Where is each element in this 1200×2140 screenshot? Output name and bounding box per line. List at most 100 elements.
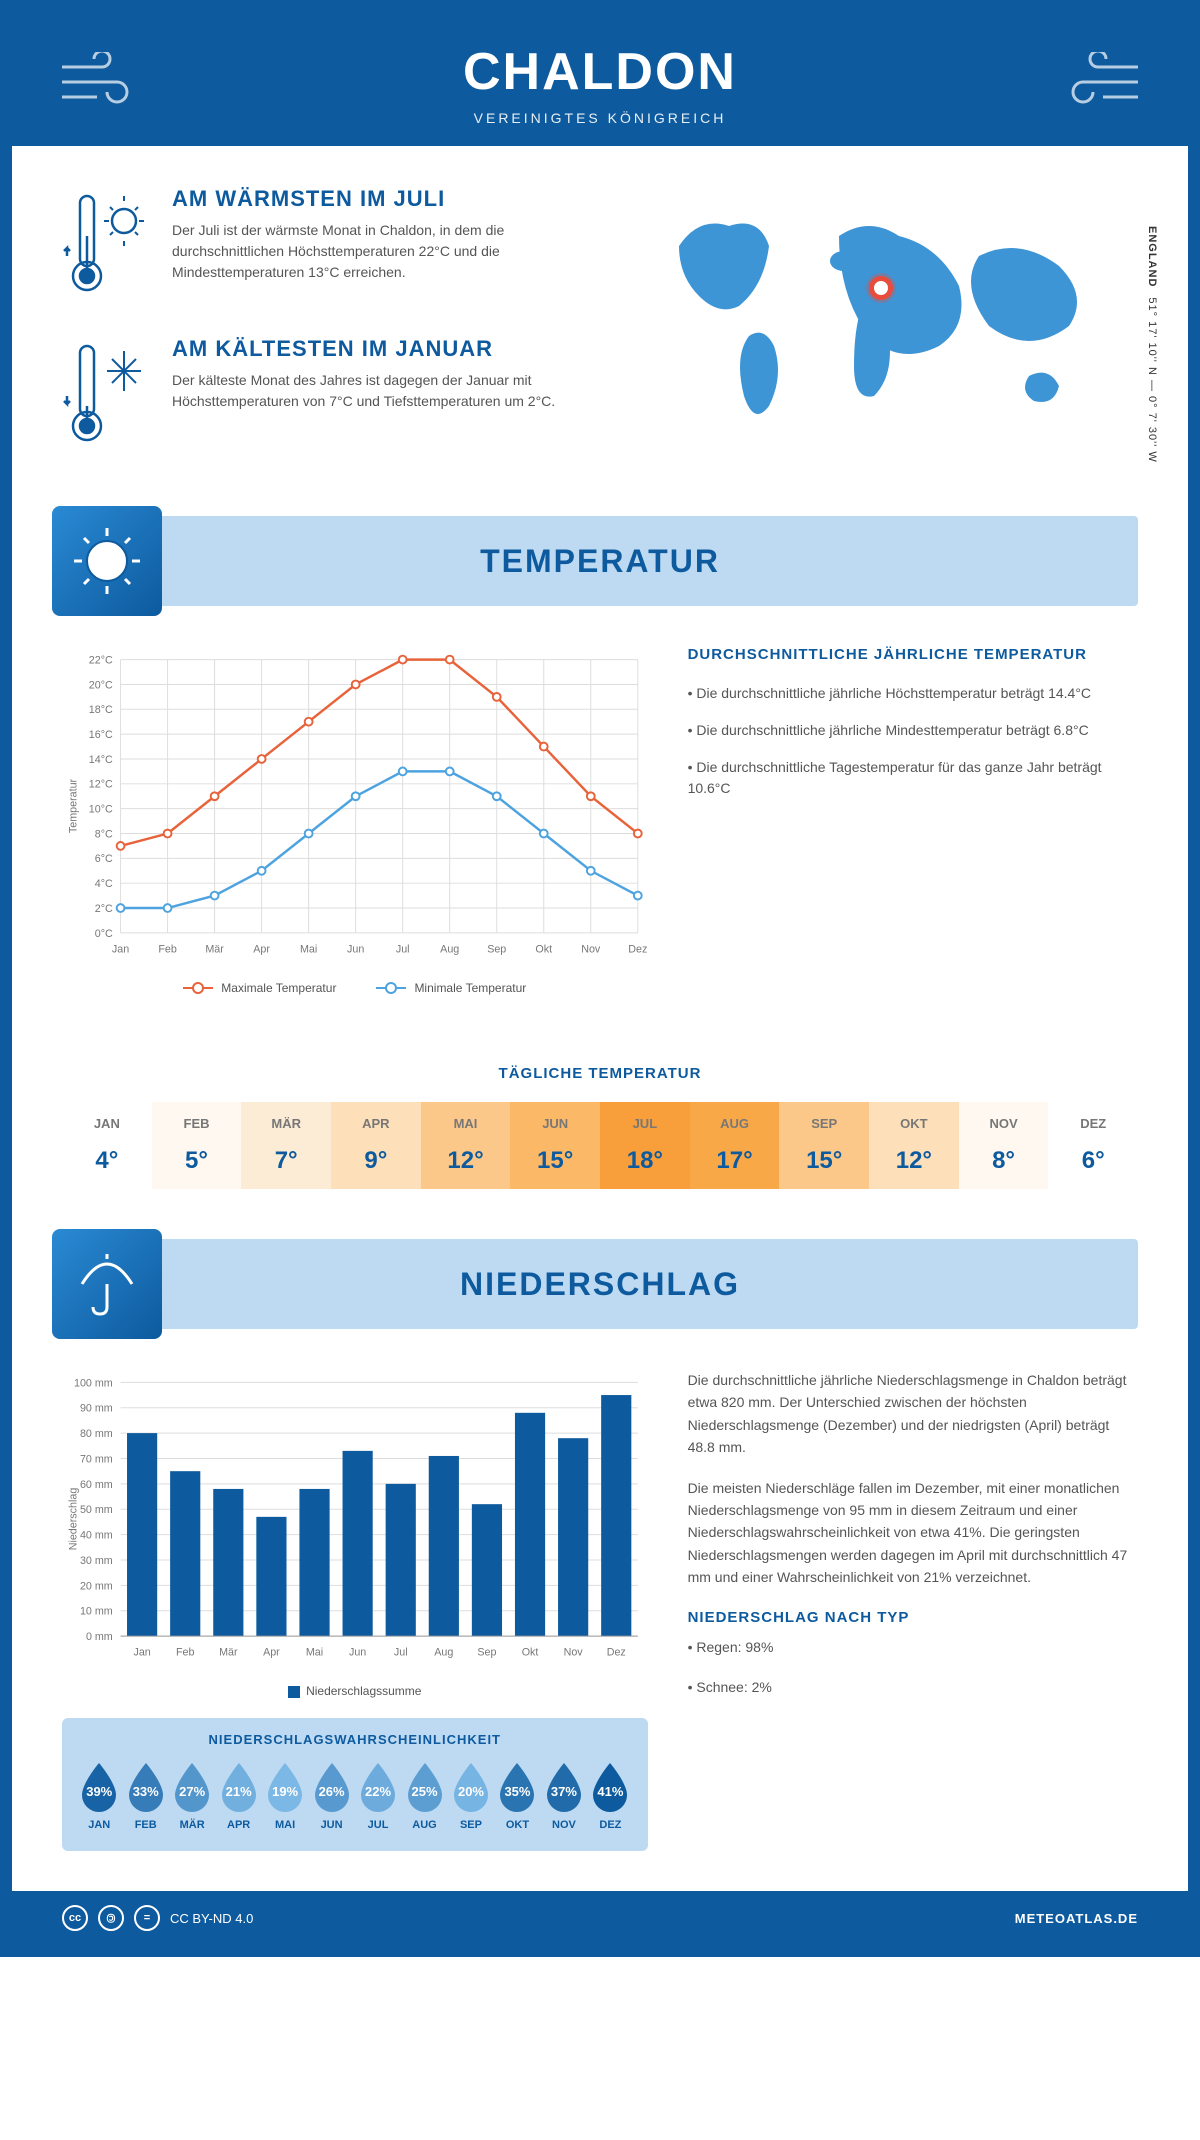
svg-text:Jul: Jul	[394, 1647, 408, 1659]
coldest-title: AM KÄLTESTEN IM JANUAR	[172, 336, 580, 362]
drop-item: 37%NOV	[543, 1761, 585, 1831]
svg-text:Sep: Sep	[487, 943, 506, 955]
precipitation-info: Die durchschnittliche jährliche Niedersc…	[688, 1369, 1138, 1851]
temp-cell: OKT12°	[869, 1102, 959, 1189]
temp-cell: MAI12°	[421, 1102, 511, 1189]
wind-icon	[1048, 52, 1148, 112]
svg-text:Apr: Apr	[263, 1647, 280, 1659]
info-bullet: • Die durchschnittliche Tagestemperatur …	[688, 757, 1138, 799]
temp-cell: NOV8°	[959, 1102, 1049, 1189]
drop-item: 41%DEZ	[589, 1761, 631, 1831]
temp-cell: JAN4°	[62, 1102, 152, 1189]
drop-item: 19%MAI	[264, 1761, 306, 1831]
svg-text:Nov: Nov	[564, 1647, 584, 1659]
info-bullet: • Schnee: 2%	[688, 1676, 1138, 1698]
svg-text:70 mm: 70 mm	[80, 1453, 113, 1465]
daily-temperature: TÄGLICHE TEMPERATUR JAN4°FEB5°MÄR7°APR9°…	[62, 1065, 1138, 1189]
svg-text:22°C: 22°C	[89, 655, 113, 667]
svg-text:90 mm: 90 mm	[80, 1403, 113, 1415]
svg-text:2°C: 2°C	[95, 903, 113, 915]
svg-text:60 mm: 60 mm	[80, 1479, 113, 1491]
temp-cell: FEB5°	[152, 1102, 242, 1189]
svg-text:0 mm: 0 mm	[86, 1631, 113, 1643]
svg-text:30 mm: 30 mm	[80, 1555, 113, 1567]
svg-text:Dez: Dez	[607, 1647, 626, 1659]
precipitation-section: 0 mm10 mm20 mm30 mm40 mm50 mm60 mm70 mm8…	[12, 1329, 1188, 1891]
header: CHALDON VEREINIGTES KÖNIGREICH	[12, 12, 1188, 146]
svg-text:10°C: 10°C	[89, 804, 113, 816]
svg-text:Aug: Aug	[434, 1647, 453, 1659]
svg-text:10 mm: 10 mm	[80, 1606, 113, 1618]
precipitation-header: NIEDERSCHLAG	[62, 1239, 1138, 1329]
svg-text:Mär: Mär	[205, 943, 224, 955]
svg-text:0°C: 0°C	[95, 928, 113, 940]
location-marker	[869, 276, 893, 300]
temp-cell: AUG17°	[690, 1102, 780, 1189]
info-bullet: • Die durchschnittliche jährliche Höchst…	[688, 683, 1138, 704]
svg-text:Jun: Jun	[349, 1647, 366, 1659]
umbrella-icon	[52, 1229, 162, 1339]
svg-text:Nov: Nov	[581, 943, 601, 955]
chart-legend: Maximale Temperatur Minimale Temperatur	[62, 981, 648, 995]
cc-icon: cc	[62, 1905, 88, 1931]
svg-text:Mai: Mai	[306, 1647, 323, 1659]
svg-text:Feb: Feb	[158, 943, 177, 955]
page-title: CHALDON	[12, 42, 1188, 102]
svg-text:Okt: Okt	[522, 1647, 539, 1659]
thermometer-sun-icon	[62, 186, 152, 306]
coldest-text: Der kälteste Monat des Jahres ist dagege…	[172, 370, 580, 412]
temp-cell: JUN15°	[510, 1102, 600, 1189]
svg-text:Mai: Mai	[300, 943, 317, 955]
svg-text:Jan: Jan	[133, 1647, 150, 1659]
temp-cell: APR9°	[331, 1102, 421, 1189]
site-name: METEOATLAS.DE	[1015, 1911, 1138, 1926]
coldest-block: AM KÄLTESTEN IM JANUAR Der kälteste Mona…	[62, 336, 580, 456]
drop-item: 20%SEP	[450, 1761, 492, 1831]
svg-text:4°C: 4°C	[95, 878, 113, 890]
svg-text:12°C: 12°C	[89, 779, 113, 791]
drop-item: 26%JUN	[310, 1761, 352, 1831]
drop-item: 33%FEB	[124, 1761, 166, 1831]
footer: cc 🄯 = CC BY-ND 4.0 METEOATLAS.DE	[12, 1891, 1188, 1945]
svg-text:18°C: 18°C	[89, 704, 113, 716]
temperature-info: DURCHSCHNITTLICHE JÄHRLICHE TEMPERATUR •…	[688, 646, 1138, 995]
warmest-block: AM WÄRMSTEN IM JULI Der Juli ist der wär…	[62, 186, 580, 306]
temperature-header: TEMPERATUR	[62, 516, 1138, 606]
warmest-title: AM WÄRMSTEN IM JULI	[172, 186, 580, 212]
svg-text:Sep: Sep	[477, 1647, 496, 1659]
svg-text:16°C: 16°C	[89, 729, 113, 741]
svg-text:Jun: Jun	[347, 943, 364, 955]
info-bullet: • Die durchschnittliche jährliche Mindes…	[688, 720, 1138, 741]
svg-text:8°C: 8°C	[95, 828, 113, 840]
svg-text:80 mm: 80 mm	[80, 1428, 113, 1440]
temp-cell: MÄR7°	[241, 1102, 331, 1189]
svg-text:Temperatur: Temperatur	[68, 778, 80, 833]
svg-text:20°C: 20°C	[89, 679, 113, 691]
intro-section: AM WÄRMSTEN IM JULI Der Juli ist der wär…	[12, 146, 1188, 516]
svg-text:Feb: Feb	[176, 1647, 195, 1659]
temp-cell: SEP15°	[779, 1102, 869, 1189]
coordinates: ENGLAND51° 17' 10'' N — 0° 7' 30'' W	[1146, 226, 1158, 463]
section-title: TEMPERATUR	[480, 543, 720, 580]
svg-text:Apr: Apr	[253, 943, 270, 955]
wind-icon	[52, 52, 152, 112]
svg-text:50 mm: 50 mm	[80, 1504, 113, 1516]
svg-text:14°C: 14°C	[89, 754, 113, 766]
drop-item: 25%AUG	[403, 1761, 445, 1831]
by-icon: 🄯	[98, 1905, 124, 1931]
svg-text:100 mm: 100 mm	[74, 1377, 113, 1389]
svg-text:Dez: Dez	[628, 943, 647, 955]
warmest-text: Der Juli ist der wärmste Monat in Chaldo…	[172, 220, 580, 283]
temperature-section: 0°C 2°C 4°C 6°C 8°C 10°C 12°C 14°C 16°C 18°C 20°C 2…	[12, 606, 1188, 1035]
page-subtitle: VEREINIGTES KÖNIGREICH	[12, 110, 1188, 126]
temp-cell: DEZ6°	[1048, 1102, 1138, 1189]
drop-item: 27%MÄR	[171, 1761, 213, 1831]
drop-item: 35%OKT	[496, 1761, 538, 1831]
infographic-page: CHALDON VEREINIGTES KÖNIGREICH AM WÄRMST…	[0, 0, 1200, 1957]
svg-text:6°C: 6°C	[95, 853, 113, 865]
svg-text:Jul: Jul	[396, 943, 410, 955]
probability-box: NIEDERSCHLAGSWAHRSCHEINLICHKEIT 39%JAN33…	[62, 1718, 648, 1851]
svg-text:40 mm: 40 mm	[80, 1530, 113, 1542]
svg-text:Mär: Mär	[219, 1647, 238, 1659]
svg-text:Okt: Okt	[535, 943, 552, 955]
